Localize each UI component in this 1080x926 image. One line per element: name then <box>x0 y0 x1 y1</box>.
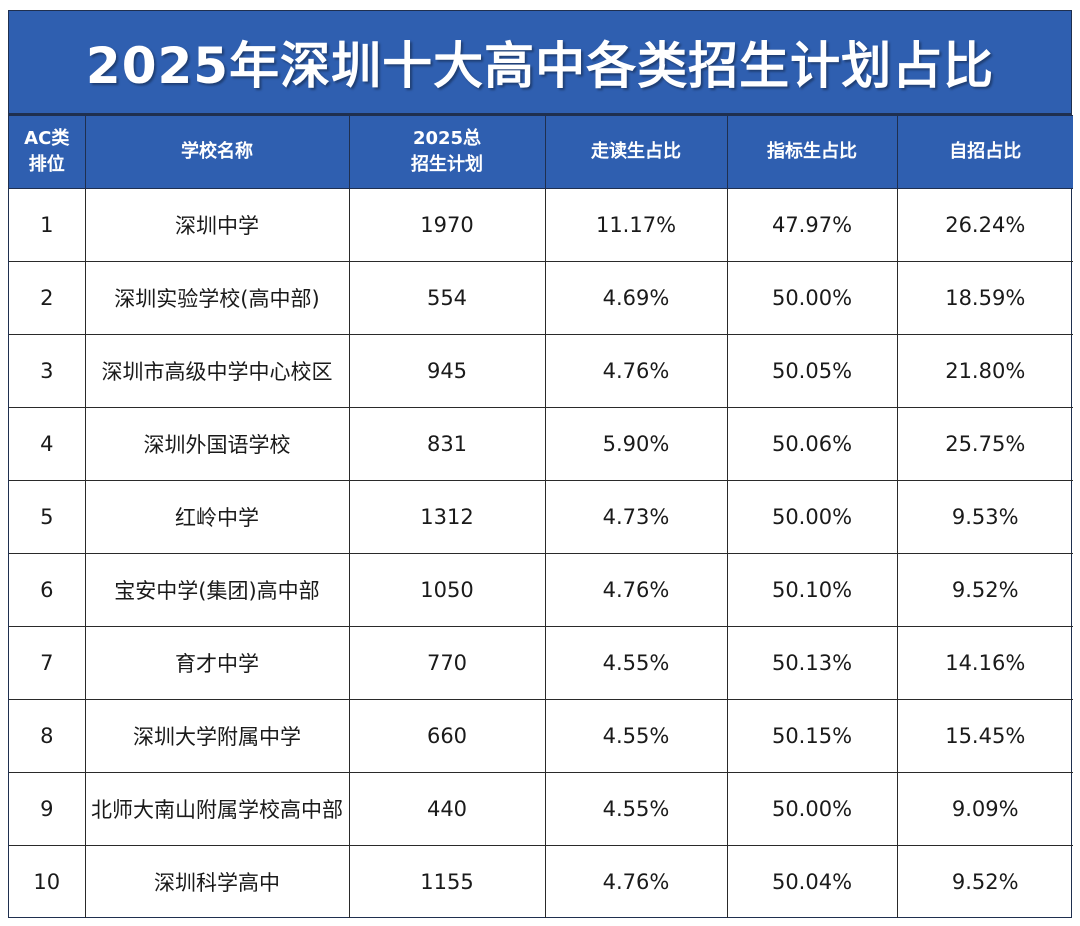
table-frame: 2025年深圳十大高中各类招生计划占比 AC类 排位 学校名称 2025总 招生… <box>8 10 1073 918</box>
cell-quota-ratio: 47.97% <box>726 188 898 262</box>
cell-total-plan: 1312 <box>348 480 546 554</box>
header-school-name: 学校名称 <box>84 115 350 189</box>
cell-rank: 7 <box>9 626 86 700</box>
cell-total-plan: 660 <box>348 699 546 773</box>
cell-rank: 5 <box>9 480 86 554</box>
cell-school-name: 深圳市高级中学中心校区 <box>84 334 350 408</box>
header-walk-ratio: 走读生占比 <box>544 115 728 189</box>
header-self-ratio: 自招占比 <box>896 115 1073 189</box>
cell-walk-ratio: 4.76% <box>544 553 728 627</box>
enrollment-table: AC类 排位 学校名称 2025总 招生计划 走读生占比 指标生占比 自招占比 … <box>9 115 1073 918</box>
cell-total-plan: 440 <box>348 772 546 846</box>
cell-self-ratio: 14.16% <box>896 626 1073 700</box>
cell-self-ratio: 25.75% <box>896 407 1073 481</box>
table-body: 1 深圳中学 1970 11.17% 47.97% 26.24% 2 深圳实验学… <box>9 188 1073 918</box>
cell-quota-ratio: 50.10% <box>726 553 898 627</box>
cell-quota-ratio: 50.04% <box>726 845 898 918</box>
header-plan-line2: 招生计划 <box>411 154 483 175</box>
cell-walk-ratio: 5.90% <box>544 407 728 481</box>
table-row: 6 宝安中学(集团)高中部 1050 4.76% 50.10% 9.52% <box>9 553 1073 627</box>
cell-school-name: 深圳大学附属中学 <box>84 699 350 773</box>
cell-rank: 4 <box>9 407 86 481</box>
cell-rank: 2 <box>9 261 86 335</box>
cell-school-name: 宝安中学(集团)高中部 <box>84 553 350 627</box>
cell-self-ratio: 18.59% <box>896 261 1073 335</box>
cell-quota-ratio: 50.00% <box>726 480 898 554</box>
cell-rank: 8 <box>9 699 86 773</box>
cell-walk-ratio: 11.17% <box>544 188 728 262</box>
cell-quota-ratio: 50.15% <box>726 699 898 773</box>
cell-school-name: 红岭中学 <box>84 480 350 554</box>
header-rank-line1: AC类 <box>24 128 70 149</box>
cell-total-plan: 831 <box>348 407 546 481</box>
cell-rank: 9 <box>9 772 86 846</box>
cell-school-name: 深圳中学 <box>84 188 350 262</box>
cell-walk-ratio: 4.69% <box>544 261 728 335</box>
header-plan-line1: 2025总 <box>412 128 482 149</box>
table-row: 7 育才中学 770 4.55% 50.13% 14.16% <box>9 626 1073 700</box>
header-rank: AC类 排位 <box>9 115 86 189</box>
cell-walk-ratio: 4.55% <box>544 772 728 846</box>
cell-quota-ratio: 50.00% <box>726 772 898 846</box>
cell-rank: 3 <box>9 334 86 408</box>
cell-self-ratio: 21.80% <box>896 334 1073 408</box>
cell-total-plan: 770 <box>348 626 546 700</box>
cell-school-name: 北师大南山附属学校高中部 <box>84 772 350 846</box>
page-title: 2025年深圳十大高中各类招生计划占比 <box>85 37 995 95</box>
cell-quota-ratio: 50.13% <box>726 626 898 700</box>
table-row: 10 深圳科学高中 1155 4.76% 50.04% 9.52% <box>9 845 1073 918</box>
cell-walk-ratio: 4.55% <box>544 626 728 700</box>
cell-school-name: 深圳实验学校(高中部) <box>84 261 350 335</box>
cell-school-name: 育才中学 <box>84 626 350 700</box>
cell-walk-ratio: 4.76% <box>544 845 728 918</box>
cell-school-name: 深圳外国语学校 <box>84 407 350 481</box>
cell-walk-ratio: 4.73% <box>544 480 728 554</box>
cell-total-plan: 945 <box>348 334 546 408</box>
cell-quota-ratio: 50.06% <box>726 407 898 481</box>
table-header: AC类 排位 学校名称 2025总 招生计划 走读生占比 指标生占比 自招占比 <box>9 115 1073 189</box>
table-row: 1 深圳中学 1970 11.17% 47.97% 26.24% <box>9 188 1073 262</box>
table-row: 4 深圳外国语学校 831 5.90% 50.06% 25.75% <box>9 407 1073 481</box>
cell-quota-ratio: 50.00% <box>726 261 898 335</box>
cell-total-plan: 1050 <box>348 553 546 627</box>
cell-rank: 1 <box>9 188 86 262</box>
header-rank-line2: 排位 <box>28 154 65 175</box>
cell-school-name: 深圳科学高中 <box>84 845 350 918</box>
cell-walk-ratio: 4.55% <box>544 699 728 773</box>
cell-rank: 10 <box>9 845 86 918</box>
table-row: 9 北师大南山附属学校高中部 440 4.55% 50.00% 9.09% <box>9 772 1073 846</box>
cell-self-ratio: 9.09% <box>896 772 1073 846</box>
cell-rank: 6 <box>9 553 86 627</box>
cell-self-ratio: 26.24% <box>896 188 1073 262</box>
table-row: 5 红岭中学 1312 4.73% 50.00% 9.53% <box>9 480 1073 554</box>
table-row: 3 深圳市高级中学中心校区 945 4.76% 50.05% 21.80% <box>9 334 1073 408</box>
table-row: 8 深圳大学附属中学 660 4.55% 50.15% 15.45% <box>9 699 1073 773</box>
cell-total-plan: 1970 <box>348 188 546 262</box>
table-row: 2 深圳实验学校(高中部) 554 4.69% 50.00% 18.59% <box>9 261 1073 335</box>
header-quota-ratio: 指标生占比 <box>726 115 898 189</box>
header-total-plan: 2025总 招生计划 <box>348 115 546 189</box>
cell-total-plan: 1155 <box>348 845 546 918</box>
title-banner: 2025年深圳十大高中各类招生计划占比 <box>9 11 1071 115</box>
cell-total-plan: 554 <box>348 261 546 335</box>
cell-self-ratio: 15.45% <box>896 699 1073 773</box>
cell-quota-ratio: 50.05% <box>726 334 898 408</box>
cell-self-ratio: 9.53% <box>896 480 1073 554</box>
cell-self-ratio: 9.52% <box>896 553 1073 627</box>
header-row: AC类 排位 学校名称 2025总 招生计划 走读生占比 指标生占比 自招占比 <box>9 115 1073 189</box>
cell-self-ratio: 9.52% <box>896 845 1073 918</box>
cell-walk-ratio: 4.76% <box>544 334 728 408</box>
